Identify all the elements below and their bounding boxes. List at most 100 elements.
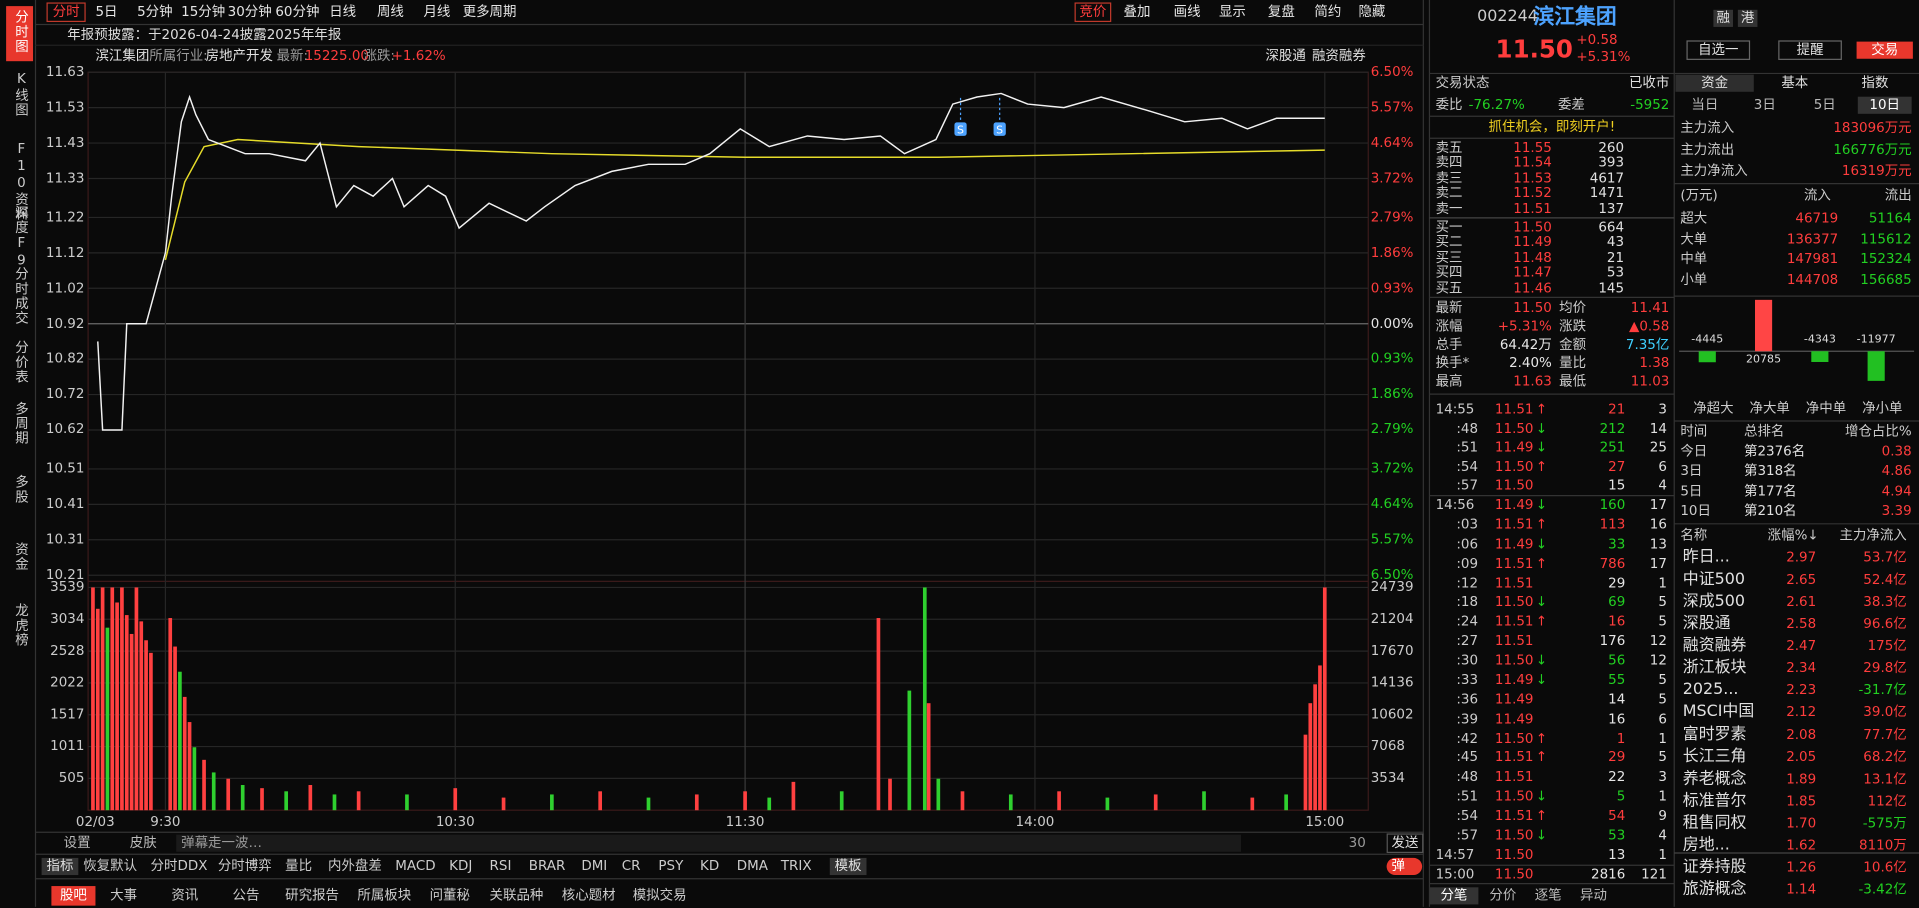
tool-button[interactable]: 显示 bbox=[1218, 3, 1246, 20]
tool-button[interactable]: 竞价 bbox=[1074, 2, 1112, 23]
link[interactable]: 融资融券 bbox=[1311, 47, 1366, 64]
bottom-tab[interactable]: 核心题材 bbox=[561, 887, 616, 904]
sector-name[interactable]: 租售同权 bbox=[1682, 813, 1747, 833]
period-tab[interactable]: 月线 bbox=[423, 3, 451, 20]
fund-tab[interactable]: 基本 bbox=[1781, 74, 1809, 91]
period-tab[interactable]: 5日 bbox=[1813, 96, 1836, 113]
watchlist-button[interactable]: 自选一 bbox=[1686, 40, 1751, 60]
alert-button[interactable]: 提醒 bbox=[1778, 40, 1842, 60]
sector-name[interactable]: 深股通 bbox=[1682, 614, 1731, 633]
bottom-tab[interactable]: 公告 bbox=[232, 887, 260, 904]
indicator-tab[interactable]: KDJ bbox=[449, 857, 473, 874]
sector-name[interactable]: 房地... bbox=[1682, 835, 1730, 855]
sector-name[interactable]: 富时罗素 bbox=[1682, 725, 1747, 744]
sector-name[interactable]: 旅游概念 bbox=[1682, 880, 1747, 899]
trade-tab[interactable]: 异动 bbox=[1579, 887, 1607, 904]
sidebar-tab[interactable]: 多股 bbox=[13, 474, 30, 505]
sector-name[interactable]: 浙江板块 bbox=[1682, 658, 1747, 678]
skin-button[interactable]: 皮肤 bbox=[129, 834, 157, 851]
trade-tab[interactable]: 逐笔 bbox=[1534, 887, 1562, 904]
bottom-tab[interactable]: 关联品种 bbox=[489, 887, 544, 904]
sector-name[interactable]: 长江三角 bbox=[1682, 747, 1747, 766]
indicator-tab[interactable]: DMI bbox=[581, 857, 608, 874]
period-tab[interactable]: 日线 bbox=[329, 3, 357, 20]
bottom-tab[interactable]: 所属板块 bbox=[357, 887, 412, 904]
tool-button[interactable]: 简约 bbox=[1314, 3, 1342, 20]
template-button[interactable]: 模板 bbox=[829, 857, 867, 876]
sector-name[interactable]: 融资融券 bbox=[1682, 636, 1747, 656]
sidebar-tab[interactable]: 分时成交 bbox=[13, 266, 30, 326]
bottom-tab[interactable]: 研究报告 bbox=[285, 887, 340, 904]
bottom-tab[interactable]: 问董秘 bbox=[429, 887, 470, 904]
indicator-tab[interactable]: TRIX bbox=[780, 857, 812, 874]
period-tab[interactable]: 10日 bbox=[1857, 96, 1912, 114]
danmaku-toggle[interactable]: 弹 bbox=[1386, 857, 1423, 876]
label: 11.50 bbox=[1513, 299, 1552, 316]
bottom-tab[interactable]: 资讯 bbox=[171, 887, 199, 904]
volume-bar bbox=[149, 652, 153, 811]
sidebar-tab[interactable]: F10资料 bbox=[13, 140, 30, 222]
label: 121 bbox=[1641, 866, 1667, 883]
danmaku-input[interactable]: 弹幕走一波… bbox=[181, 834, 262, 851]
label: :39 bbox=[1456, 710, 1479, 727]
indicator-tab[interactable]: 量比 bbox=[285, 857, 313, 874]
sector-name[interactable]: 昨日... bbox=[1682, 548, 1730, 567]
bottom-tab[interactable]: 股吧 bbox=[51, 886, 96, 906]
bottom-tab[interactable]: 模拟交易 bbox=[632, 887, 687, 904]
sector-name[interactable]: 证券持股 bbox=[1682, 857, 1747, 877]
sector-name[interactable]: 养老概念 bbox=[1682, 769, 1747, 788]
period-tab[interactable]: 15分钟 bbox=[181, 3, 226, 20]
danmaku-input bbox=[176, 834, 1241, 852]
indicator-tab[interactable]: 分时DDX bbox=[150, 857, 208, 874]
indicator-tab[interactable]: PSY bbox=[658, 857, 684, 874]
indicator-tab[interactable]: 分时博弈 bbox=[217, 857, 272, 874]
period-tab[interactable]: 5分钟 bbox=[137, 3, 173, 20]
sector-name[interactable]: 中证500 bbox=[1682, 570, 1745, 589]
period-tab[interactable]: 5日 bbox=[95, 3, 118, 20]
indicator-tab[interactable]: KD bbox=[700, 857, 720, 874]
indicator-tab[interactable]: 内外盘差 bbox=[327, 857, 382, 874]
indicator-tab[interactable]: CR bbox=[621, 857, 641, 874]
indicator-tab[interactable]: MACD bbox=[395, 857, 436, 874]
indicator-tab[interactable]: BRAR bbox=[528, 857, 566, 874]
sidebar-tab[interactable]: 龙虎榜 bbox=[13, 603, 30, 648]
tool-button[interactable]: 复盘 bbox=[1267, 3, 1295, 20]
tool-button[interactable]: 隐藏 bbox=[1358, 3, 1386, 20]
sector-name[interactable]: 深成500 bbox=[1682, 592, 1745, 611]
period-tab[interactable]: 当日 bbox=[1691, 96, 1719, 113]
sidebar-tab[interactable]: 多周期 bbox=[13, 401, 30, 446]
fund-tab[interactable]: 指数 bbox=[1861, 74, 1889, 91]
volume-y2-tick-label: 3534 bbox=[1370, 769, 1405, 786]
settings-button[interactable]: 设置 bbox=[63, 834, 91, 851]
link[interactable]: 深股通 bbox=[1265, 47, 1306, 64]
sidebar-tab[interactable]: 深度F9 bbox=[13, 205, 30, 270]
period-tab[interactable]: 更多周期 bbox=[462, 3, 517, 20]
tool-button[interactable]: 画线 bbox=[1173, 3, 1201, 20]
period-tab[interactable]: 周线 bbox=[376, 3, 404, 20]
y-tick-label: 10.41 bbox=[45, 495, 85, 512]
trade-tab[interactable]: 分笔 bbox=[1429, 887, 1479, 905]
period-tab[interactable]: 30分钟 bbox=[227, 3, 272, 20]
trade-button[interactable]: 交易 bbox=[1856, 41, 1913, 59]
sidebar-tab[interactable]: 分价表 bbox=[13, 340, 30, 385]
bottom-tab[interactable]: 大事 bbox=[110, 887, 138, 904]
tool-button[interactable]: 叠加 bbox=[1123, 3, 1151, 20]
label: 53 bbox=[1606, 264, 1625, 281]
sidebar-tab[interactable]: K线图 bbox=[13, 70, 30, 118]
period-tab[interactable]: 分时 bbox=[46, 2, 86, 23]
promo-link[interactable]: 抓住机会，即刻开户! bbox=[1488, 118, 1616, 135]
sector-name[interactable]: 2025... bbox=[1682, 680, 1739, 700]
volume-bar bbox=[646, 797, 651, 811]
indicator-tab[interactable]: RSI bbox=[489, 857, 512, 874]
fund-tab[interactable]: 资金 bbox=[1675, 74, 1754, 92]
sidebar-tab[interactable]: 分时图 bbox=[13, 9, 30, 54]
sector-name[interactable]: MSCI中国 bbox=[1682, 703, 1755, 722]
send-button[interactable]: 发送 bbox=[1386, 833, 1424, 854]
period-tab[interactable]: 3日 bbox=[1753, 96, 1776, 113]
indicator-tab[interactable]: 恢复默认 bbox=[83, 857, 138, 874]
trade-tab[interactable]: 分价 bbox=[1489, 887, 1517, 904]
sidebar-tab[interactable]: 资金 bbox=[13, 542, 30, 572]
indicator-tab[interactable]: DMA bbox=[736, 857, 768, 874]
period-tab[interactable]: 60分钟 bbox=[275, 3, 320, 20]
sector-name[interactable]: 标准普尔 bbox=[1682, 791, 1747, 810]
